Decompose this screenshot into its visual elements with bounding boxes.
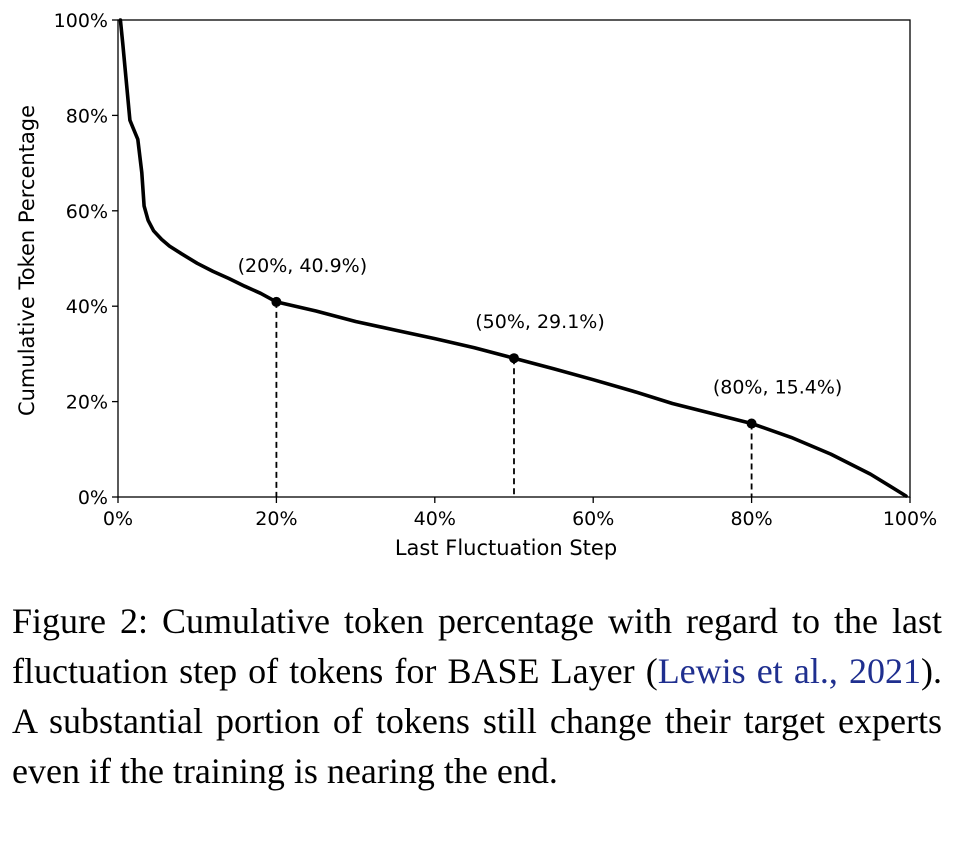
annotation-point	[509, 353, 519, 364]
y-tick-label: 20%	[66, 392, 108, 414]
caption-prefix: Figure 2: Cumulative token percentage wi…	[12, 601, 942, 691]
x-tick-label: 40%	[414, 508, 456, 530]
x-tick-label: 100%	[883, 508, 937, 530]
annotation-point	[271, 296, 282, 307]
annotation-label: (80%, 15.4%)	[713, 377, 843, 399]
x-tick-label: 80%	[730, 508, 772, 530]
chart-area: 0% 20% 40% 60% 80% 100% 0% 20% 40% 60% 80% 100% Last…	[15, 10, 937, 560]
y-tick-label: 60%	[66, 201, 108, 223]
y-tick-label: 40%	[66, 296, 108, 318]
y-tick-label: 100%	[54, 10, 108, 32]
caption-suffix: ). A substantial portion of tokens still…	[12, 651, 942, 791]
x-tick-label: 0%	[103, 508, 133, 530]
annotation-label: (20%, 40.9%)	[238, 255, 368, 277]
citation-link[interactable]: Lewis et al., 2021	[657, 651, 921, 691]
figure-caption: Figure 2: Cumulative token percentage wi…	[12, 596, 942, 796]
x-axis-label: Last Fluctuation Step	[395, 536, 617, 560]
x-tick-label: 20%	[255, 508, 297, 530]
y-tick-label: 80%	[66, 105, 108, 127]
y-axis-label: Cumulative Token Percentage	[15, 105, 39, 416]
annotation-label: (50%, 29.1%)	[475, 311, 605, 333]
series-line	[118, 18, 908, 498]
annotation-point	[746, 418, 757, 429]
y-tick-label: 0%	[78, 487, 108, 509]
x-tick-label: 60%	[572, 508, 614, 530]
plot-frame	[117, 19, 911, 498]
line-chart: 0% 20% 40% 60% 80% 100% 0% 20% 40% 60% 80% 100% Last…	[15, 10, 937, 560]
